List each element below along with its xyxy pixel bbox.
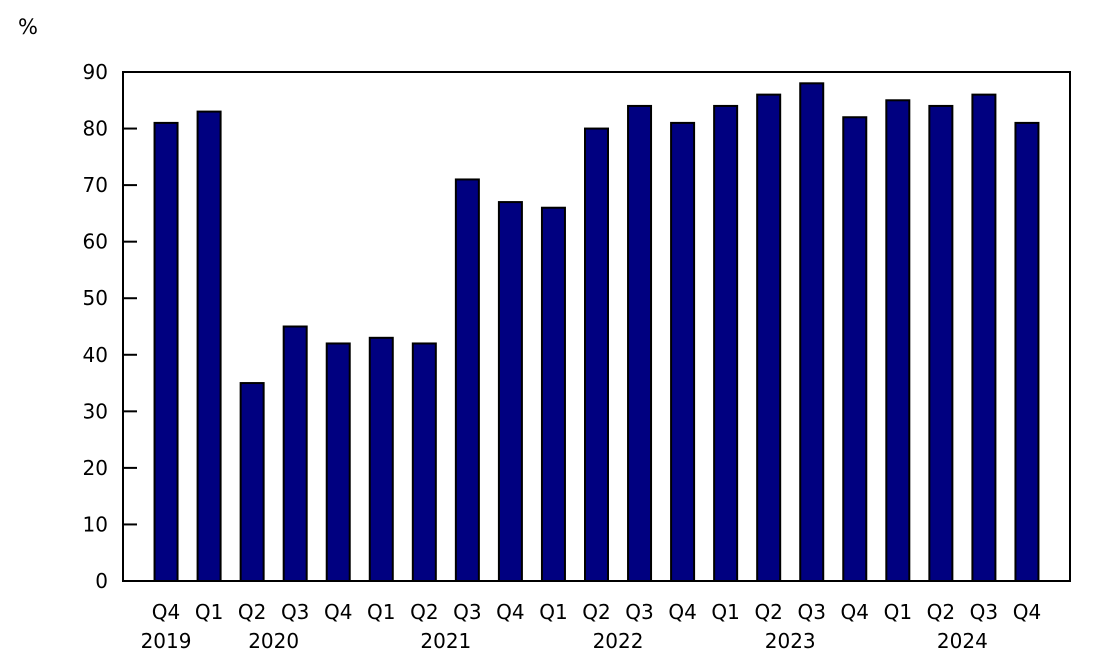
x-axis-year-label-2023: 2023 [765,629,816,653]
x-axis-quarter-label-20: Q4 [1013,600,1041,624]
x-axis-quarter-label-8: Q4 [496,600,524,624]
x-axis-quarter-label-14: Q2 [754,600,782,624]
x-axis-quarter-label-16: Q4 [841,600,869,624]
x-axis-year-label-2020: 2020 [248,629,299,653]
bar-q1-2024 [885,99,911,583]
x-axis-quarter-label-4: Q4 [324,600,352,624]
x-axis-year-label-2019: 2019 [141,629,192,653]
x-axis-quarter-label-0: Q4 [152,600,180,624]
y-axis-tick-label-20: 20 [83,456,108,480]
bar-q1-2023 [713,104,739,583]
x-axis-quarter-label-10: Q2 [582,600,610,624]
bar-q3-2022 [627,104,653,583]
x-axis-quarter-label-12: Q4 [668,600,696,624]
x-axis-year-label-2024: 2024 [937,629,988,653]
y-axis-tick-label-90: 90 [83,60,108,84]
x-axis-quarter-label-6: Q2 [410,600,438,624]
bar-q3-2024 [971,93,997,582]
x-axis-quarter-label-3: Q3 [281,600,309,624]
x-axis-quarter-label-5: Q1 [367,600,395,624]
y-axis-tick-label-70: 70 [83,173,108,197]
bar-q1-2022 [540,206,566,582]
bar-q4-2023 [842,116,868,582]
x-axis-year-label-2021: 2021 [420,629,471,653]
bar-q4-2024 [1014,121,1040,583]
bar-q1-2020 [196,110,222,582]
bar-q1-2021 [368,336,394,582]
x-axis-quarter-label-1: Q1 [195,600,223,624]
bar-q2-2021 [411,342,437,583]
bar-q3-2023 [799,82,825,583]
bar-q4-2019 [153,121,179,583]
y-axis-tick-label-0: 0 [95,569,108,593]
bar-q3-2021 [454,178,480,582]
y-axis-tick-label-80: 80 [83,117,108,141]
x-axis-quarter-label-19: Q3 [970,600,998,624]
x-axis-quarter-label-11: Q3 [625,600,653,624]
bar-q2-2020 [239,382,265,582]
y-axis-tick-label-50: 50 [83,286,108,310]
y-axis-tick-label-60: 60 [83,230,108,254]
y-axis-tick-label-40: 40 [83,343,108,367]
y-axis-tick-label-30: 30 [83,399,108,423]
x-axis-quarter-label-17: Q1 [884,600,912,624]
bar-q2-2023 [756,93,782,582]
bar-q2-2024 [928,104,954,583]
bar-q4-2022 [670,121,696,583]
bar-q3-2020 [282,325,308,582]
x-axis-quarter-label-2: Q2 [238,600,266,624]
y-axis-unit-label: % [18,15,38,39]
bar-q4-2021 [497,201,523,582]
plot-area: 0 10 20 30 40 50 60 70 80 90 Q4 Q1 Q2 Q3 Q4 Q1 Q2 Q3 Q4 Q1 Q… [83,60,1071,653]
bar-q2-2022 [584,127,609,583]
x-axis-year-label-2022: 2022 [593,629,644,653]
x-axis-quarter-label-18: Q2 [927,600,955,624]
x-axis-quarter-label-7: Q3 [453,600,481,624]
bar-q4-2020 [325,342,351,583]
x-axis-quarter-label-15: Q3 [797,600,825,624]
x-axis-quarter-label-13: Q1 [711,600,739,624]
y-axis-tick-label-10: 10 [83,512,108,536]
x-axis-quarter-label-9: Q1 [539,600,567,624]
